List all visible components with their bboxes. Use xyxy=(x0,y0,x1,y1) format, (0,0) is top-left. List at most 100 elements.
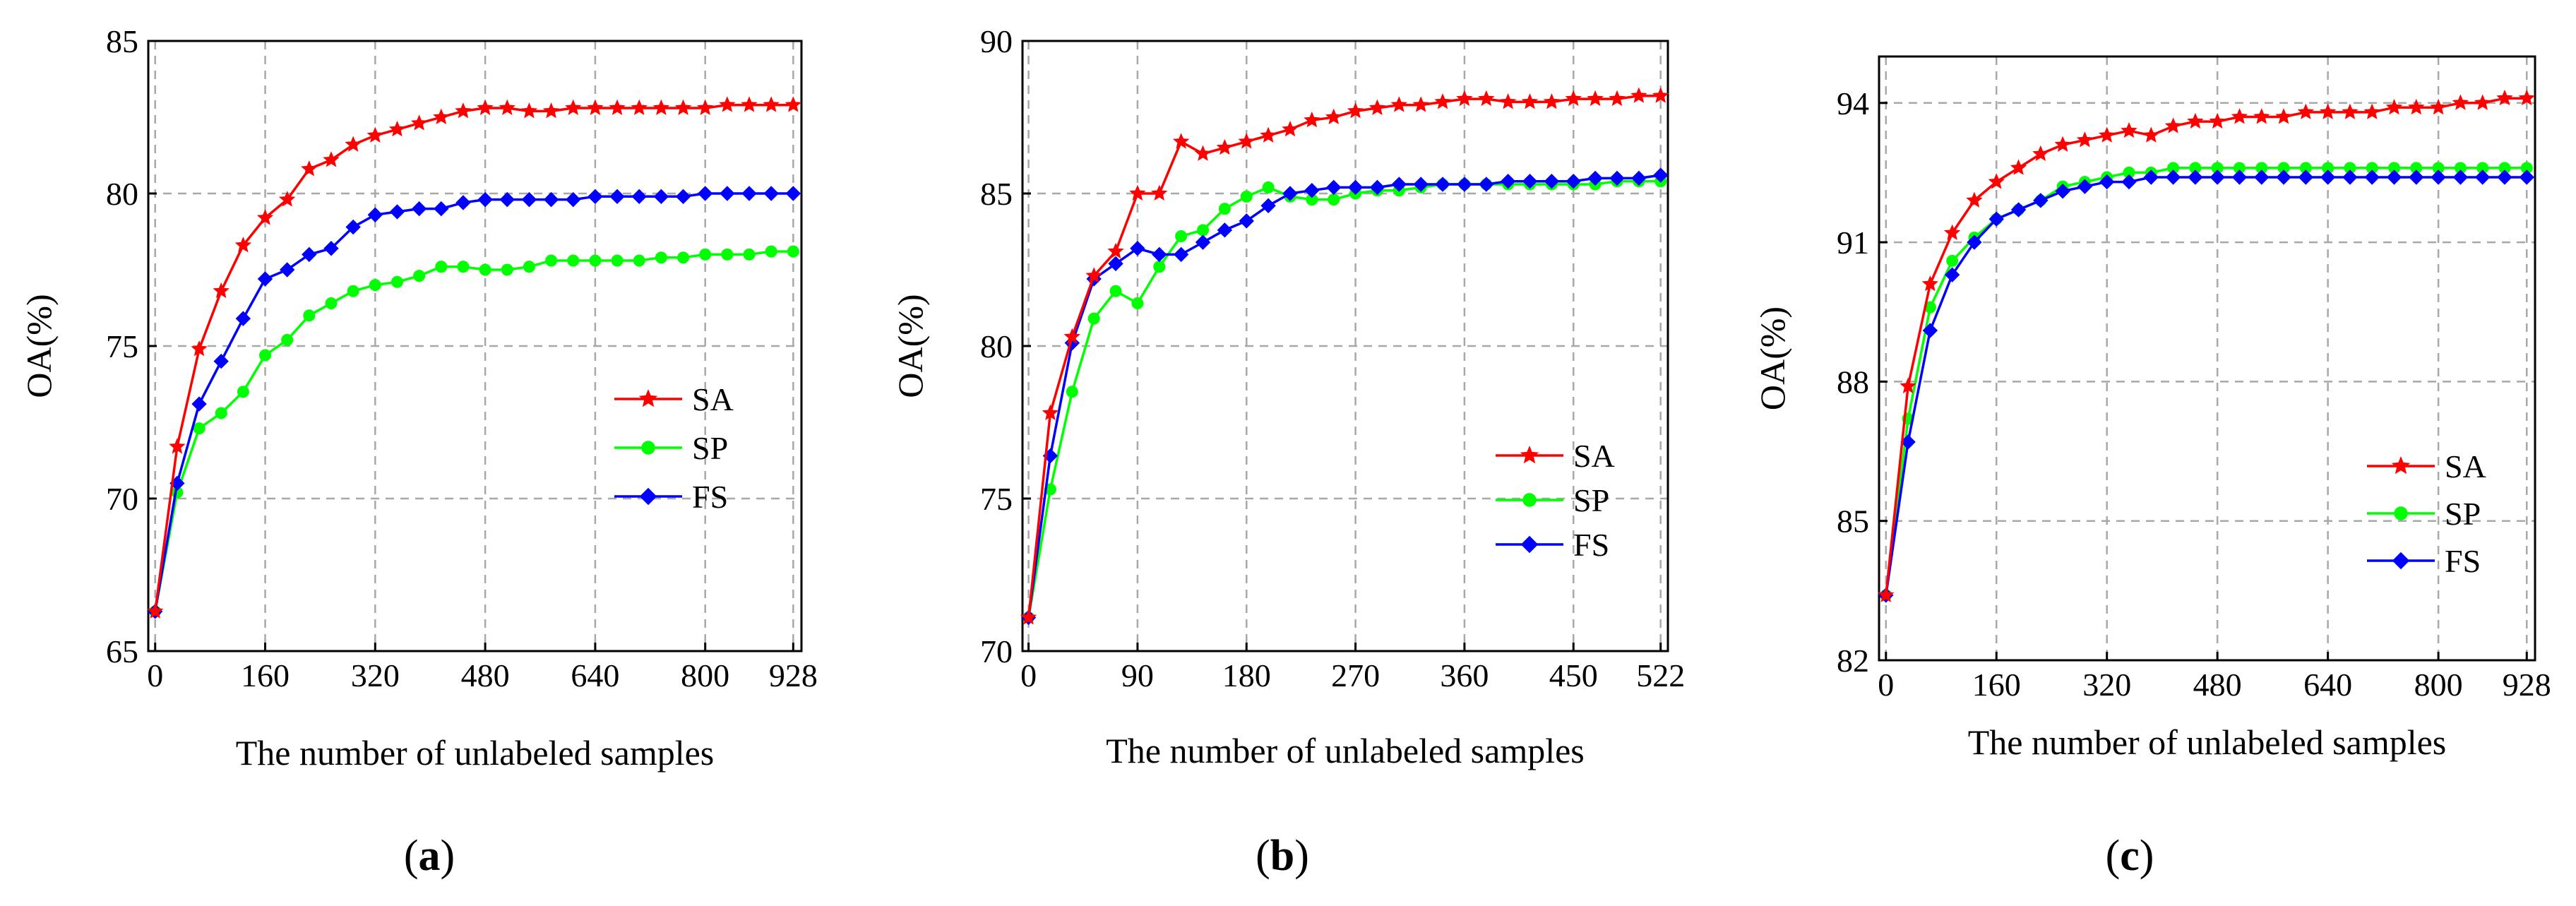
legend-label-sp: SP xyxy=(1573,482,1609,518)
x-tick-label: 0 xyxy=(147,657,163,693)
data-point-fs xyxy=(785,186,801,201)
data-point-fs xyxy=(1457,177,1472,192)
data-point-sa xyxy=(169,438,186,454)
x-tick-label: 320 xyxy=(351,657,400,693)
data-point-fs xyxy=(323,241,339,256)
y-tick-label: 82 xyxy=(1837,643,1869,679)
data-point-fs xyxy=(1369,179,1385,196)
data-point-sp xyxy=(1087,312,1100,325)
x-tick-label: 160 xyxy=(241,657,290,693)
data-point-fs xyxy=(2010,202,2027,217)
y-tick-label: 70 xyxy=(106,481,138,517)
data-point-fs xyxy=(1173,246,1189,263)
data-point-sa xyxy=(278,191,296,207)
data-point-fs xyxy=(279,262,295,278)
data-point-sa xyxy=(2275,108,2292,124)
data-point-fs xyxy=(2165,169,2181,185)
caption-a: (a) xyxy=(404,832,455,880)
data-point-fs xyxy=(1631,170,1647,186)
y-axis-label: OA(%) xyxy=(19,294,59,398)
data-point-fs xyxy=(2386,169,2402,185)
data-point-sp xyxy=(1153,261,1166,273)
data-point-fs xyxy=(477,191,493,208)
y-tick-label: 70 xyxy=(980,633,1013,669)
series-fs xyxy=(148,186,801,619)
data-point-fs xyxy=(1435,177,1450,192)
x-tick-label: 480 xyxy=(2193,667,2242,703)
data-point-fs xyxy=(1347,179,1364,196)
data-point-fs xyxy=(213,353,229,369)
panel-a: 0 160 320 480 640 800 928 65 70 75 80 85 The number … xyxy=(19,23,818,773)
data-point-fs xyxy=(235,311,251,326)
series-fs xyxy=(1878,169,2534,603)
data-point-fs xyxy=(2497,169,2512,185)
data-point-sa xyxy=(366,126,384,143)
caption-c: (c) xyxy=(2106,832,2154,880)
data-point-sp xyxy=(545,254,558,267)
data-point-sa xyxy=(2142,126,2160,143)
data-point-fs xyxy=(2231,169,2248,185)
data-point-sa xyxy=(2098,126,2116,143)
legend-label-sp: SP xyxy=(2445,496,2481,532)
data-point-sp xyxy=(369,279,381,292)
x-axis-label: The number of unlabeled samples xyxy=(1968,722,2447,762)
data-point-sp xyxy=(237,386,249,398)
data-point-fs xyxy=(1653,167,1669,183)
data-point-sa xyxy=(1260,126,1277,143)
data-point-sa xyxy=(388,120,406,137)
legend-marker-sa xyxy=(638,389,658,407)
legend-label-sa: SA xyxy=(2445,448,2486,484)
x-tick-label: 160 xyxy=(1972,667,2021,703)
legend-label-sp: SP xyxy=(692,430,728,466)
data-point-sp xyxy=(699,248,712,261)
data-point-sa xyxy=(1151,184,1168,201)
data-point-fs xyxy=(1108,256,1123,272)
data-point-fs xyxy=(1922,323,1938,338)
data-point-fs xyxy=(763,186,779,201)
data-point-sa xyxy=(631,99,648,115)
x-tick-label: 270 xyxy=(1331,657,1380,693)
data-point-fs xyxy=(1566,174,1581,189)
data-point-sa xyxy=(1921,275,1939,292)
data-point-sa xyxy=(2297,103,2315,119)
data-point-fs xyxy=(2519,169,2534,185)
data-point-fs xyxy=(653,189,669,205)
data-point-sa xyxy=(147,602,164,619)
data-point-sp xyxy=(743,248,756,261)
data-point-sa xyxy=(1434,93,1451,109)
data-point-sp xyxy=(633,254,645,267)
data-point-fs xyxy=(2298,169,2314,185)
data-point-sa xyxy=(2164,117,2182,133)
data-point-sa xyxy=(785,96,802,112)
data-point-fs xyxy=(2188,169,2203,185)
y-tick-label: 91 xyxy=(1837,225,1869,261)
data-point-sa xyxy=(1216,138,1234,155)
data-point-sp xyxy=(1197,224,1210,237)
data-point-sa xyxy=(1129,184,1146,201)
data-point-sa xyxy=(1172,133,1190,149)
data-point-fs xyxy=(2121,174,2137,190)
data-point-sa xyxy=(1042,404,1059,420)
data-point-fs xyxy=(2055,184,2070,199)
data-point-sa xyxy=(477,99,494,115)
data-point-fs xyxy=(543,191,559,208)
data-point-sa xyxy=(2231,108,2248,124)
data-point-sa xyxy=(1565,90,1582,107)
data-point-sa xyxy=(2187,112,2204,129)
data-point-fs xyxy=(1413,177,1429,192)
data-point-sa xyxy=(1282,120,1299,137)
data-point-sp xyxy=(611,254,624,267)
data-point-fs xyxy=(2077,179,2093,194)
x-tick-label: 0 xyxy=(1878,667,1894,703)
data-point-fs xyxy=(1260,198,1276,213)
data-point-sp xyxy=(259,349,272,362)
data-point-sp xyxy=(523,261,535,273)
y-tick-label: 94 xyxy=(1837,85,1869,121)
data-point-sp xyxy=(215,407,227,419)
data-point-sa xyxy=(2054,136,2071,152)
data-point-sa xyxy=(1085,267,1102,283)
data-point-sa xyxy=(455,102,472,119)
data-point-sp xyxy=(721,248,734,261)
data-point-sa xyxy=(1063,328,1081,344)
data-point-sp xyxy=(1240,190,1253,203)
